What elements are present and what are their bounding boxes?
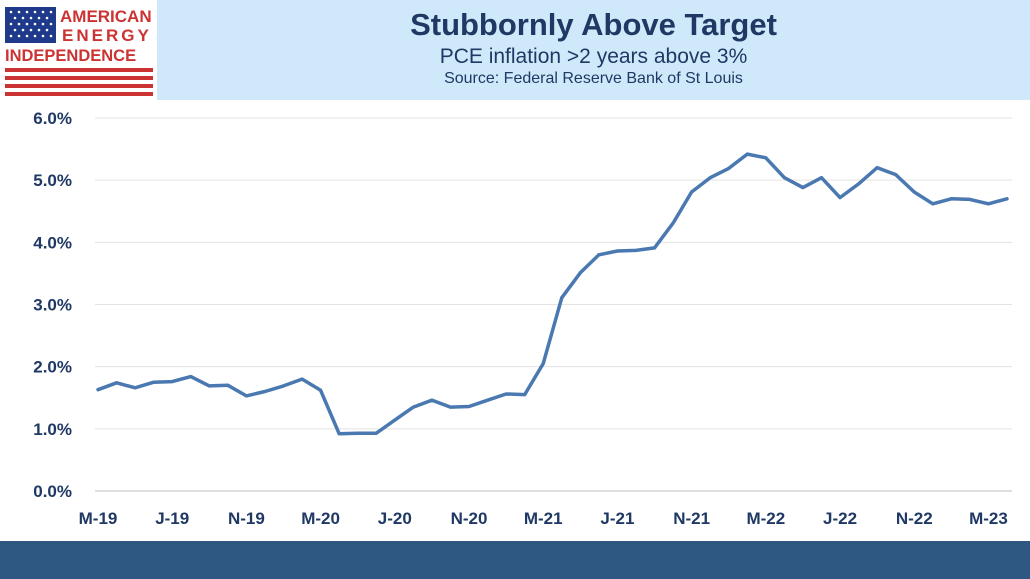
y-tick-label: 2.0%: [33, 358, 72, 377]
x-tick-label: J-20: [378, 509, 412, 528]
source-note: Source: Federal Reserve Bank of St Louis: [444, 70, 743, 87]
data-point: [133, 386, 137, 390]
x-tick-label: N-19: [228, 509, 265, 528]
data-point: [560, 296, 564, 300]
data-point: [653, 246, 657, 250]
logo-graphic: AMERICAN ENERGY INDEPENDENCE: [5, 7, 153, 96]
data-point: [263, 390, 267, 394]
y-tick-label: 6.0%: [33, 109, 72, 128]
y-tick-label: 5.0%: [33, 171, 72, 190]
data-point: [912, 190, 916, 194]
data-point: [634, 248, 638, 252]
flag-canton: [5, 7, 56, 43]
data-point: [597, 253, 601, 257]
x-tick-label: M-19: [79, 509, 118, 528]
data-point: [523, 393, 527, 397]
data-point: [374, 431, 378, 435]
data-point: [189, 375, 193, 379]
data-point: [875, 166, 879, 170]
data-point: [115, 381, 119, 385]
x-tick-label: J-19: [155, 509, 189, 528]
data-point: [504, 392, 508, 396]
data-point: [838, 196, 842, 200]
x-tick-label: M-20: [301, 509, 340, 528]
data-point: [986, 202, 990, 206]
logo-line-3: INDEPENDENCE: [5, 47, 136, 65]
data-point: [244, 394, 248, 398]
data-point: [615, 249, 619, 253]
y-axis-ticks: 0.0% 1.0% 2.0% 3.0% 4.0% 5.0% 6.0%: [33, 109, 72, 501]
data-point: [393, 418, 397, 422]
data-point: [337, 432, 341, 436]
series-line: [96, 152, 1009, 436]
data-point: [894, 173, 898, 177]
data-point: [430, 398, 434, 402]
data-point: [671, 221, 675, 225]
flag-stripes: [5, 68, 153, 96]
data-point: [467, 404, 471, 408]
page-title: Stubbornly Above Target: [410, 7, 777, 42]
data-point: [727, 166, 731, 170]
logo-line-1: AMERICAN: [60, 7, 152, 26]
data-point: [226, 383, 230, 387]
x-tick-label: J-22: [823, 509, 857, 528]
data-point: [319, 388, 323, 392]
x-axis-ticks: M-19 J-19 N-19 M-20 J-20 N-20 M-21 J-21 N-21 M-22…: [79, 509, 1008, 528]
data-point: [745, 152, 749, 156]
y-tick-label: 1.0%: [33, 420, 72, 439]
data-point: [170, 380, 174, 384]
data-point: [448, 405, 452, 409]
data-point: [708, 176, 712, 180]
data-point: [857, 182, 861, 186]
x-tick-label: N-21: [673, 509, 710, 528]
x-tick-label: N-20: [451, 509, 488, 528]
x-tick-label: M-21: [524, 509, 563, 528]
data-point: [690, 190, 694, 194]
x-tick-label: M-23: [969, 509, 1008, 528]
x-tick-label: N-22: [896, 509, 933, 528]
data-point: [541, 362, 545, 366]
logo-line-2: ENERGY: [62, 26, 152, 45]
data-point: [356, 431, 360, 435]
data-point: [1005, 197, 1009, 201]
data-point: [968, 197, 972, 201]
data-point: [486, 398, 490, 402]
data-point: [152, 380, 156, 384]
page-subtitle: PCE inflation >2 years above 3%: [439, 45, 748, 68]
gridlines: [95, 117, 1012, 492]
data-point: [949, 197, 953, 201]
data-point: [207, 384, 211, 388]
logo: AMERICAN ENERGY INDEPENDENCE: [0, 0, 157, 100]
data-point: [300, 377, 304, 381]
series-group: [96, 152, 1009, 436]
data-point: [801, 186, 805, 190]
data-point: [411, 405, 415, 409]
line-chart: 0.0% 1.0% 2.0% 3.0% 4.0% 5.0% 6.0% M-19 J-19 N-1…: [33, 109, 1012, 528]
header: Stubbornly Above Target PCE inflation >2…: [157, 0, 1030, 100]
data-point: [819, 176, 823, 180]
data-point: [282, 384, 286, 388]
x-tick-label: J-21: [600, 509, 634, 528]
data-point: [96, 388, 100, 392]
y-tick-label: 4.0%: [33, 233, 72, 252]
y-tick-label: 3.0%: [33, 296, 72, 315]
footer-bar: [0, 541, 1030, 579]
data-point: [931, 202, 935, 206]
data-point: [578, 271, 582, 275]
y-tick-label: 0.0%: [33, 482, 72, 501]
flag-stars: [9, 10, 53, 38]
data-point: [764, 156, 768, 160]
x-tick-label: M-22: [746, 509, 785, 528]
data-point: [782, 176, 786, 180]
